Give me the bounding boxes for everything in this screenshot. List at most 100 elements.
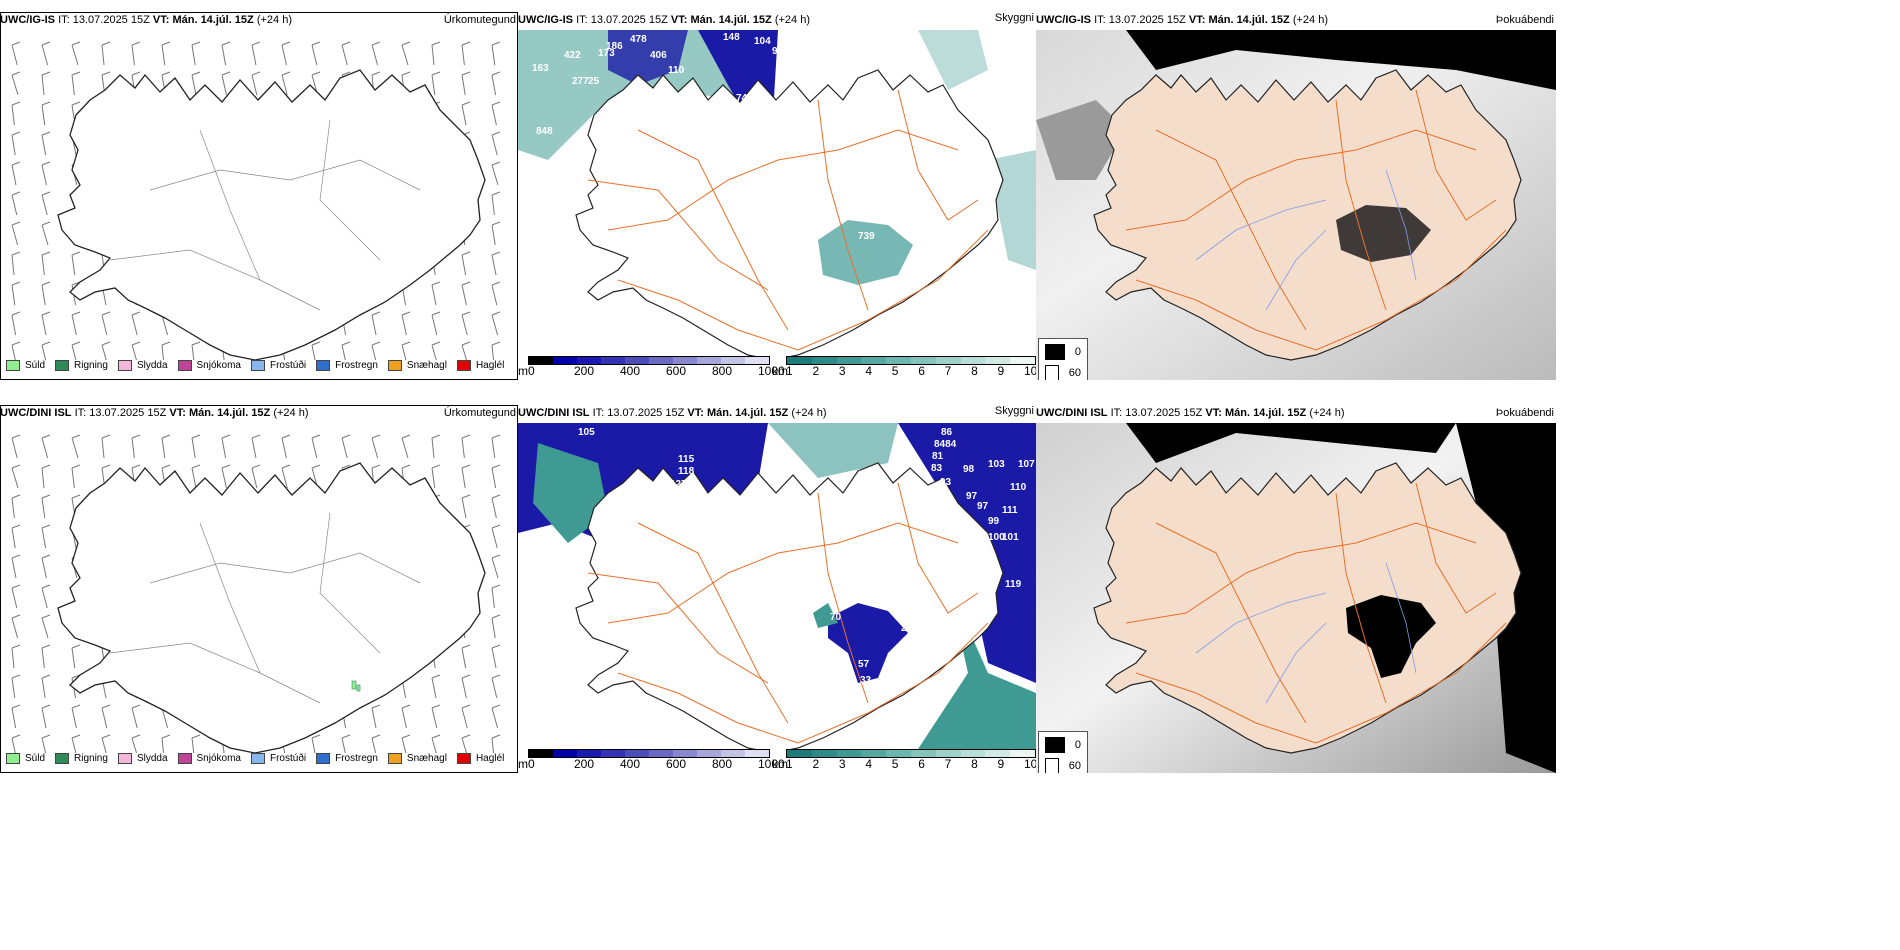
cloud-base-value: 173 — [598, 48, 615, 59]
fog-swatch — [1045, 758, 1059, 773]
cloud-base-value: 277 — [572, 76, 589, 87]
wind-barb — [401, 341, 411, 360]
scale-tick-label: 8 — [971, 757, 978, 771]
legend-swatch — [55, 753, 70, 764]
legend-swatch — [177, 753, 192, 764]
cloud-base-value: 74 — [736, 93, 748, 104]
cloud-base-value: 739 — [858, 231, 875, 242]
cloud-base-value: 107 — [1018, 459, 1035, 470]
legend-label: Frostregn — [335, 360, 378, 371]
wind-barb — [461, 434, 471, 459]
wind-barb — [371, 434, 381, 459]
panel-type-label: Þokuábendi — [1495, 14, 1554, 26]
wind-barb — [41, 494, 51, 519]
colorbar-segment — [721, 357, 745, 364]
colorbar-segment — [529, 750, 553, 757]
colorbar-segment — [721, 750, 745, 757]
wind-barb — [161, 734, 171, 753]
fog-legend-label: 60 — [1068, 367, 1081, 379]
wind-barb — [131, 704, 141, 729]
cloud-panel-bottom: UWC/DINI ISL IT: 13.07.2025 15Z VT: Mán.… — [518, 405, 1036, 773]
wind-barb — [71, 434, 81, 459]
precip-legend-item: Snjókoma — [177, 753, 241, 764]
wind-barb — [311, 434, 321, 459]
wind-barb — [491, 281, 501, 306]
wind-barb — [11, 614, 21, 639]
wind-barb — [491, 704, 501, 729]
legend-label: Frostúði — [269, 360, 307, 371]
wind-barb — [71, 251, 81, 276]
panel-frame — [0, 405, 518, 773]
colorbar-segment — [673, 750, 697, 757]
wind-barb — [401, 734, 411, 753]
legend-label: Rigning — [74, 360, 108, 371]
wind-barb — [11, 524, 21, 549]
wind-barb — [11, 464, 21, 489]
fog-legend-label: 0 — [1074, 346, 1081, 358]
scale-tick-label: 8 — [971, 364, 978, 378]
wind-barb — [281, 464, 291, 489]
panel-title: UWC/DINI ISL IT: 13.07.2025 15Z VT: Mán.… — [518, 407, 827, 419]
panel-frame — [0, 12, 518, 380]
cloud-base-value: 163 — [532, 63, 549, 74]
wind-barb — [11, 71, 21, 96]
cloud-colorbar — [528, 749, 770, 758]
legend-swatch — [6, 360, 20, 371]
wind-barb — [11, 191, 21, 216]
scale-tick-label: 0 — [528, 757, 535, 771]
wind-barb — [191, 734, 201, 753]
wind-barb — [221, 41, 231, 66]
wind-barb — [71, 311, 81, 336]
fog-legend-label: 0 — [1074, 739, 1081, 751]
wind-barb — [491, 311, 501, 336]
wind-barb — [461, 494, 471, 519]
cloud-base-value: 98 — [772, 46, 784, 57]
wind-barb — [431, 41, 441, 66]
cloud-base-value: 119 — [1005, 579, 1022, 590]
wind-barb — [41, 341, 51, 360]
cloud-base-value: 105 — [578, 427, 595, 438]
wind-barb — [101, 311, 111, 336]
fog-panel-bottom: UWC/DINI ISL IT: 13.07.2025 15Z VT: Mán.… — [1036, 405, 1556, 773]
scale-tick-label: 5 — [891, 364, 899, 378]
wind-barb — [191, 341, 201, 360]
legend-swatch — [387, 753, 402, 764]
wind-barb — [491, 524, 501, 549]
cloud-unit: m — [518, 757, 528, 771]
colorbar-segment — [529, 357, 553, 364]
scale-tick-label: 7 — [944, 364, 952, 378]
colorbar-segment — [625, 750, 649, 757]
cloud-base-value: 33 — [860, 675, 872, 686]
wind-barb — [11, 281, 21, 306]
wind-barb — [191, 41, 201, 66]
wind-barb — [281, 434, 291, 459]
wind-barb — [401, 311, 411, 336]
wind-barb — [251, 434, 261, 459]
wind-barb — [491, 161, 501, 186]
cloud-unit: m — [518, 364, 528, 378]
legend-swatch — [6, 753, 20, 764]
wind-barb — [11, 131, 21, 156]
panel-type-label: Skyggni — [994, 405, 1034, 417]
colorbar-segment — [787, 357, 812, 364]
scale-tick-label: 3 — [838, 364, 846, 378]
wind-barb — [131, 41, 141, 66]
wind-barb — [191, 464, 201, 489]
legend-label: Frostúði — [269, 753, 307, 764]
wind-barb — [41, 524, 51, 549]
scale-tick-label: 600 — [666, 757, 687, 771]
wind-barb — [41, 434, 51, 459]
wind-barb — [41, 614, 51, 639]
wind-barb — [41, 554, 51, 579]
legend-swatch — [55, 360, 70, 371]
precip-legend-item: Slydda — [117, 360, 168, 371]
fog-swatch — [1045, 365, 1059, 380]
scale-tick-label: 400 — [620, 757, 641, 771]
scale-tick-label: 10 — [1024, 364, 1036, 378]
wind-barb — [431, 734, 441, 753]
wind-barb — [431, 464, 441, 489]
wind-barb — [431, 674, 441, 699]
precip-legend-item: Súld — [6, 360, 45, 371]
wind-barb — [131, 311, 141, 336]
